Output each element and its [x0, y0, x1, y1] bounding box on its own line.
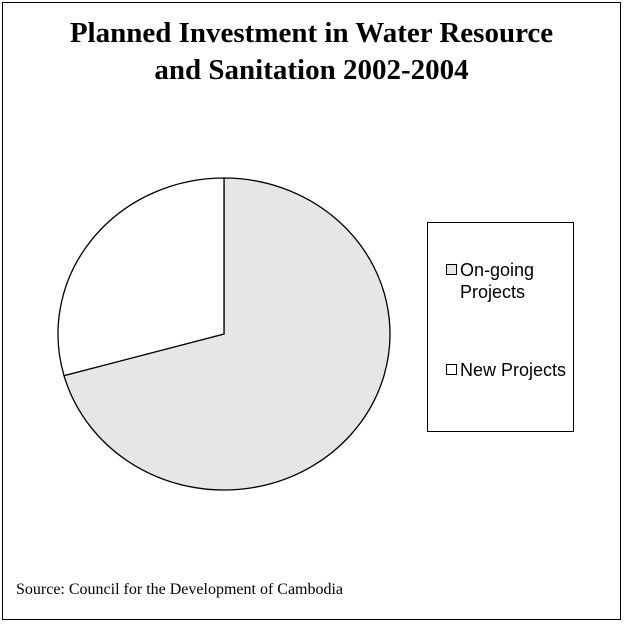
source-note: Source: Council for the Development of C… [16, 581, 344, 598]
chart-title-line-1: Planned Investment in Water Resource [69, 17, 554, 49]
chart-title: Planned Investment in Water Resource and… [3, 15, 620, 89]
legend: On-going Projects New Projects [427, 222, 574, 432]
legend-label-new: New Projects [460, 360, 567, 380]
chart-title-line-2: and Sanitation 2002-2004 [154, 54, 469, 86]
legend-label-on-going: On-going Projects [460, 260, 535, 302]
pie-slice-new-projects [57, 177, 225, 377]
pie-slice-on-going-projects [63, 177, 391, 491]
legend-item-new: New Projects [446, 359, 570, 381]
legend-swatch-on-going [446, 264, 457, 275]
pie-slices [57, 177, 391, 491]
legend-swatch-new [446, 364, 457, 375]
legend-item-on-going: On-going Projects [446, 259, 570, 303]
